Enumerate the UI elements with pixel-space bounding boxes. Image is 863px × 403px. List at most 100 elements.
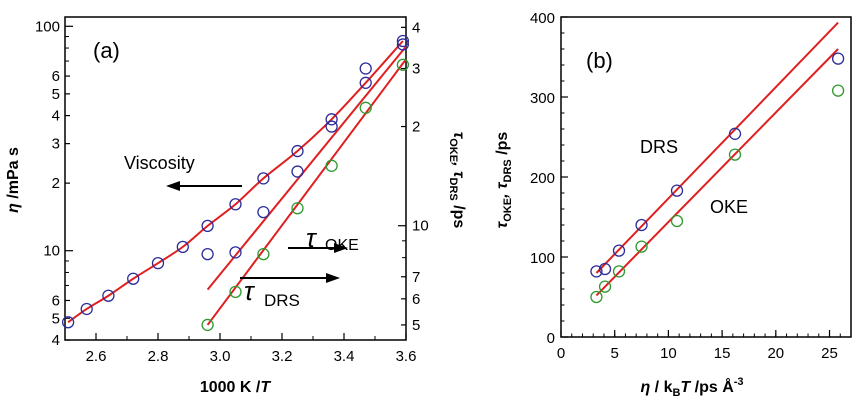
viscosity-point xyxy=(396,34,410,48)
x-tick-label: 25 xyxy=(821,345,838,362)
x-tick-label: 3.6 xyxy=(396,348,417,365)
oke-point xyxy=(728,148,742,161)
viscosity-point xyxy=(176,240,189,254)
panel-a-right-y-ticks: 5 6 7 10 2 3 4 xyxy=(398,19,429,334)
drs-point xyxy=(325,120,338,133)
tau-drs-symbol: τ xyxy=(244,276,256,306)
left-y-tick-label: 5 xyxy=(52,86,60,103)
left-y-tick-label: 6 xyxy=(52,68,60,85)
x-tick-label: 5 xyxy=(611,345,619,362)
drs-point xyxy=(257,205,270,219)
right-y-tick-label: 2 xyxy=(412,119,420,136)
drs-annotation: DRS xyxy=(640,137,678,157)
drs-point xyxy=(728,127,742,140)
y-tick-label: 100 xyxy=(530,250,555,267)
left-y-tick-label: 6 xyxy=(52,292,60,309)
y-tick-label: 300 xyxy=(530,90,555,107)
drs-point xyxy=(291,165,304,178)
drs-point xyxy=(229,246,242,259)
viscosity-fit-line xyxy=(67,40,404,324)
oke-point xyxy=(325,159,338,172)
tau-oke-subscript: OKE xyxy=(325,237,359,254)
panel-a-x-axis-label: 1000 K /T xyxy=(200,379,271,396)
viscosity-arrow xyxy=(166,181,242,191)
x-tick-label: 20 xyxy=(767,345,784,362)
viscosity-point xyxy=(291,144,304,158)
viscosity-point xyxy=(325,113,338,126)
x-tick-label: 2.8 xyxy=(148,348,169,365)
right-y-tick-label: 5 xyxy=(412,317,420,334)
drs-point xyxy=(201,247,214,261)
drs-fit-line xyxy=(595,21,839,274)
left-y-tick-label: 4 xyxy=(52,108,60,125)
x-tick-label: 2.6 xyxy=(86,348,107,365)
oke-point xyxy=(257,247,270,261)
panel-b-points xyxy=(590,52,845,304)
y-tick-label: 0 xyxy=(547,330,555,347)
panel-b-x-ticks: 0 5 10 15 20 25 xyxy=(557,330,852,362)
panel-b-y-axis-label: τOKE, τDRS /ps xyxy=(494,132,514,229)
oke-point xyxy=(291,202,304,215)
viscosity-point xyxy=(127,272,140,285)
right-y-tick-label: 10 xyxy=(412,218,429,235)
drs-point xyxy=(670,184,684,197)
viscosity-point xyxy=(80,302,93,316)
left-y-tick-label: 5 xyxy=(52,310,60,327)
x-tick-label: 3.0 xyxy=(210,348,231,365)
drs-point xyxy=(598,262,612,276)
viscosity-point xyxy=(201,219,214,233)
drs-point xyxy=(831,52,845,65)
right-y-tick-label: 6 xyxy=(412,291,420,308)
oke-point xyxy=(229,285,242,298)
drs-arrow xyxy=(240,273,340,283)
viscosity-point xyxy=(229,198,242,211)
viscosity-point xyxy=(102,289,115,302)
drs-point xyxy=(590,265,603,278)
viscosity-point xyxy=(257,172,270,185)
panel-a-frame xyxy=(64,16,407,341)
drs-point xyxy=(635,218,648,232)
x-tick-label: 10 xyxy=(660,345,677,362)
drs-fit-line xyxy=(206,45,407,291)
y-tick-label: 400 xyxy=(530,10,555,27)
oke-annotation: OKE xyxy=(710,197,748,217)
right-y-tick-label: 4 xyxy=(412,19,420,36)
drs-point xyxy=(396,38,410,51)
drs-point xyxy=(359,62,372,75)
oke-point xyxy=(831,84,845,97)
right-y-tick-label: 3 xyxy=(412,61,420,78)
left-y-tick-label: 10 xyxy=(43,243,60,260)
oke-point xyxy=(396,58,410,71)
left-y-tick-label: 2 xyxy=(52,175,60,192)
oke-point xyxy=(635,240,648,253)
panel-a-label: (a) xyxy=(93,38,120,63)
right-y-tick-label: 7 xyxy=(412,269,420,286)
drs-point xyxy=(612,244,626,257)
panel-a-points xyxy=(61,34,410,332)
viscosity-point xyxy=(151,257,165,270)
tau-drs-subscript: DRS xyxy=(264,291,300,310)
left-y-tick-label: 3 xyxy=(52,136,60,153)
viscosity-annotation: Viscosity xyxy=(124,153,195,173)
oke-point xyxy=(359,101,372,114)
left-y-tick-label: 100 xyxy=(35,18,60,35)
panel-a-fit-lines xyxy=(67,40,407,326)
viscosity-point xyxy=(359,76,372,89)
panel-b: 0 5 10 15 20 25 0 100 200 300 400 (b) DRS OKE η /… xyxy=(494,10,852,399)
left-y-tick-label: 4 xyxy=(52,332,60,349)
x-tick-label: 0 xyxy=(557,345,565,362)
panel-a-x-ticks: 2.6 2.8 3.0 3.2 3.4 3.6 xyxy=(64,333,417,365)
viscosity-point xyxy=(61,316,75,329)
oke-point xyxy=(201,318,214,332)
oke-point xyxy=(590,290,603,304)
tau-oke-symbol: τ xyxy=(306,223,318,253)
panel-b-label: (b) xyxy=(586,48,613,73)
x-tick-label: 3.2 xyxy=(272,348,293,365)
oke-point xyxy=(612,265,626,278)
panel-b-y-ticks: 0 100 200 300 400 xyxy=(530,10,568,347)
x-tick-label: 15 xyxy=(714,345,731,362)
panel-b-x-axis-label: η / kBT /ps Å-3 xyxy=(640,376,743,399)
panel-a-left-y-axis-label: η /mPa s xyxy=(5,147,22,213)
